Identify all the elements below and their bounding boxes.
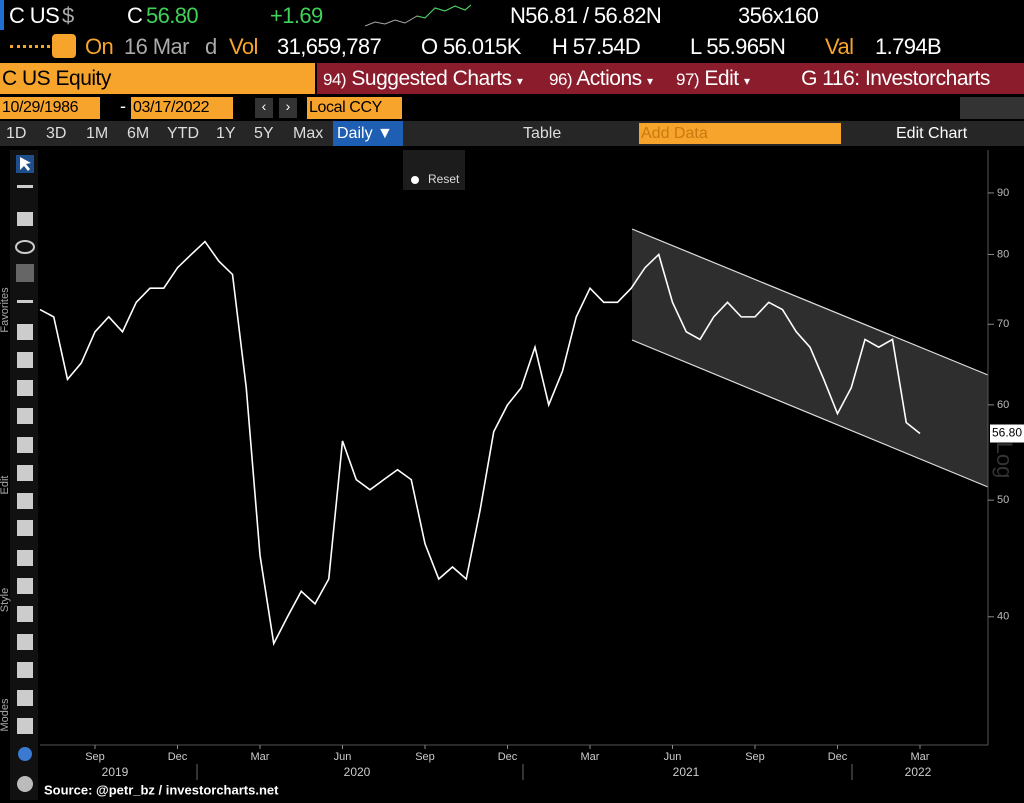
source: Source: @petr_bz / investorcharts.net bbox=[44, 782, 279, 797]
open: O 56.015K bbox=[421, 34, 521, 59]
ticker: C US bbox=[9, 3, 60, 28]
price-line bbox=[39, 240, 921, 647]
y-tick-label: 60 bbox=[997, 399, 1009, 411]
scale-label: Log bbox=[992, 442, 1017, 479]
range-button[interactable]: 1D bbox=[6, 125, 27, 142]
x-tick-label: Jun bbox=[334, 751, 352, 763]
currency: $ bbox=[62, 3, 74, 28]
period[interactable]: Daily ▼ bbox=[333, 121, 403, 146]
range-button[interactable]: 3D bbox=[46, 125, 67, 142]
security[interactable]: C US Equity bbox=[0, 63, 315, 94]
function[interactable]: G 116: Investorcharts bbox=[767, 63, 1024, 94]
on: On bbox=[85, 34, 114, 59]
val-label: Val bbox=[825, 34, 854, 59]
range-button[interactable]: 1M bbox=[86, 125, 109, 142]
table[interactable]: Table bbox=[523, 125, 562, 142]
chart-bg bbox=[0, 148, 1024, 803]
menu-label: Actions bbox=[576, 67, 642, 90]
menu-label: Edit bbox=[704, 67, 739, 90]
start-date[interactable]: 10/29/1986 bbox=[0, 97, 100, 119]
last-price-label: 56.80 bbox=[992, 426, 1022, 440]
x-tick-label: Mar bbox=[251, 751, 270, 763]
add-data[interactable]: Add Data bbox=[639, 123, 841, 144]
last-price-tag bbox=[990, 424, 1024, 443]
date: 16 Mar bbox=[124, 34, 189, 59]
side-label: Edit bbox=[0, 476, 11, 495]
val: 1.794B bbox=[875, 34, 942, 59]
symbol: C bbox=[127, 3, 143, 28]
range-button[interactable]: 1Y bbox=[216, 125, 236, 142]
y-tick-label: 50 bbox=[997, 494, 1009, 506]
menu-num: 94) bbox=[323, 70, 347, 89]
high: H 57.54D bbox=[552, 34, 641, 59]
next[interactable]: › bbox=[279, 98, 297, 118]
x-tick-label: Sep bbox=[85, 751, 105, 763]
trend-channel bbox=[632, 229, 988, 487]
range-button[interactable]: 5Y bbox=[254, 125, 274, 142]
menu-num: 96) bbox=[549, 70, 573, 89]
date-suffix: d bbox=[205, 34, 217, 59]
reset-icon bbox=[411, 176, 419, 184]
menu-label: Suggested Charts bbox=[351, 67, 512, 90]
year-label: 2020 bbox=[344, 765, 371, 779]
year-label: 2022 bbox=[905, 765, 932, 779]
caret: ▾ bbox=[516, 74, 523, 88]
side-label: Style bbox=[0, 588, 11, 612]
year-label: 2019 bbox=[102, 765, 129, 779]
undo-redo[interactable] bbox=[960, 97, 1024, 119]
x-tick-label: Dec bbox=[168, 751, 188, 763]
dots bbox=[10, 45, 50, 52]
prev[interactable]: ‹ bbox=[255, 98, 273, 118]
bid-ask: N56.81 / 56.82N bbox=[510, 3, 662, 28]
channel-upper bbox=[631, 228, 989, 376]
x-tick-label: Dec bbox=[498, 751, 518, 763]
x-tick-label: Mar bbox=[911, 751, 930, 763]
year-label: 2021 bbox=[673, 765, 700, 779]
dash: - bbox=[120, 96, 126, 116]
ccy[interactable]: Local CCY bbox=[307, 97, 402, 119]
side-label: Favorites bbox=[0, 287, 11, 333]
y-tick-label: 90 bbox=[997, 187, 1009, 199]
range-button[interactable]: Max bbox=[293, 125, 324, 142]
y-tick-label: 70 bbox=[997, 318, 1009, 330]
change: +1.69 bbox=[270, 3, 323, 28]
side-label: Modes bbox=[0, 698, 11, 732]
x-tick-label: Mar bbox=[581, 751, 600, 763]
edit-chart[interactable]: Edit Chart bbox=[896, 125, 968, 142]
vol-label: Vol bbox=[229, 34, 258, 59]
channel-lower bbox=[631, 339, 989, 488]
menu[interactable]: 97) Edit ▾ bbox=[670, 63, 768, 94]
menu-num: 97) bbox=[676, 70, 700, 89]
alert-icon[interactable] bbox=[52, 34, 76, 58]
x-tick-label: Sep bbox=[745, 751, 765, 763]
range-button[interactable]: 6M bbox=[127, 125, 150, 142]
focus-bar bbox=[0, 0, 4, 30]
y-tick-label: 80 bbox=[997, 248, 1009, 260]
menu[interactable]: 96) Actions ▾ bbox=[543, 63, 672, 94]
range-button[interactable]: YTD bbox=[167, 125, 199, 142]
low: L 55.965N bbox=[690, 34, 786, 59]
price: 56.80 bbox=[146, 3, 199, 28]
x-tick-label: Sep bbox=[415, 751, 435, 763]
range-bar bbox=[0, 121, 1024, 146]
y-tick-label: 40 bbox=[997, 611, 1009, 623]
sparkline bbox=[365, 4, 471, 27]
menu[interactable]: 94) Suggested Charts ▾ bbox=[317, 63, 544, 94]
vol: 31,659,787 bbox=[277, 34, 382, 59]
tool-icons bbox=[15, 155, 35, 792]
caret: ▾ bbox=[743, 74, 750, 88]
reset-button[interactable]: Reset bbox=[428, 172, 460, 186]
size: 356x160 bbox=[738, 3, 819, 28]
end-date[interactable]: 03/17/2022 bbox=[131, 97, 233, 119]
caret: ▾ bbox=[646, 74, 653, 88]
x-tick-label: Dec bbox=[828, 751, 848, 763]
x-tick-label: Jun bbox=[664, 751, 682, 763]
